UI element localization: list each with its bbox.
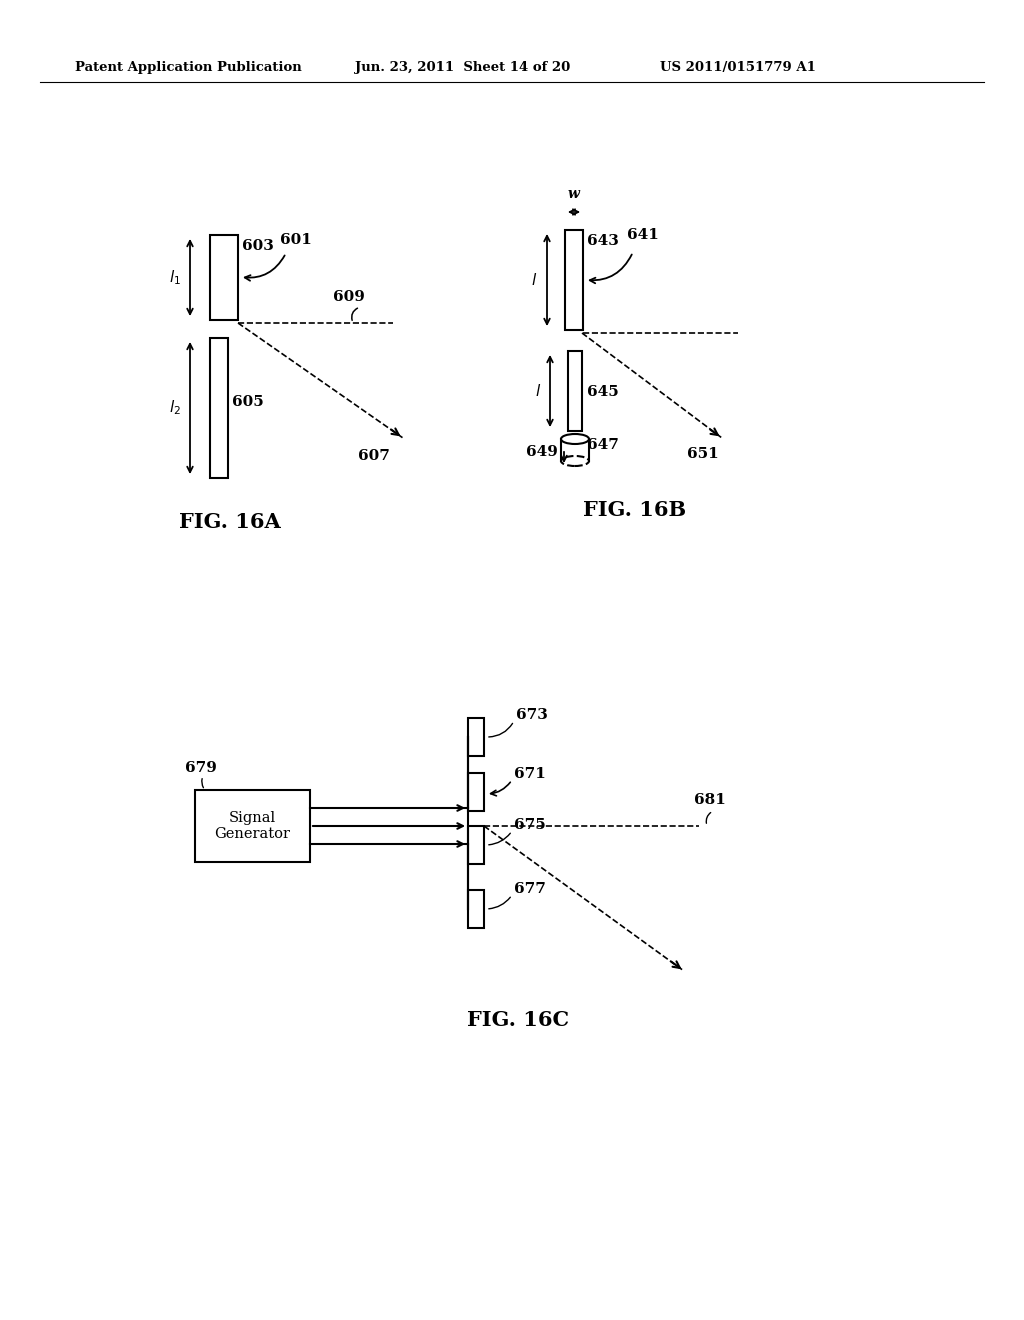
Text: 651: 651 xyxy=(687,447,719,461)
Bar xyxy=(568,351,582,432)
Text: 605: 605 xyxy=(232,395,264,409)
Text: 645: 645 xyxy=(587,385,618,399)
Text: Signal
Generator: Signal Generator xyxy=(214,810,291,841)
Bar xyxy=(561,440,589,461)
Bar xyxy=(468,774,484,810)
Text: 647: 647 xyxy=(587,438,618,451)
Text: Jun. 23, 2011  Sheet 14 of 20: Jun. 23, 2011 Sheet 14 of 20 xyxy=(355,62,570,74)
Text: FIG. 16A: FIG. 16A xyxy=(179,512,281,532)
Text: $l$: $l$ xyxy=(530,272,537,288)
Ellipse shape xyxy=(561,455,589,466)
Ellipse shape xyxy=(561,434,589,444)
Text: US 2011/0151779 A1: US 2011/0151779 A1 xyxy=(660,62,816,74)
Text: $l$: $l$ xyxy=(535,383,541,399)
Text: 681: 681 xyxy=(694,793,726,807)
Text: FIG. 16B: FIG. 16B xyxy=(584,500,686,520)
Text: 601: 601 xyxy=(280,234,312,247)
Text: Patent Application Publication: Patent Application Publication xyxy=(75,62,302,74)
Bar xyxy=(210,338,228,478)
Bar xyxy=(468,890,484,928)
Text: 643: 643 xyxy=(587,234,618,248)
Text: 677: 677 xyxy=(514,882,546,896)
Bar xyxy=(468,826,484,865)
Bar xyxy=(210,235,238,319)
Text: w: w xyxy=(568,187,580,201)
Text: 609: 609 xyxy=(333,290,365,304)
Bar xyxy=(195,789,310,862)
Text: 607: 607 xyxy=(358,449,390,463)
Text: $l_1$: $l_1$ xyxy=(169,268,181,286)
Text: 649: 649 xyxy=(526,445,558,459)
Text: 673: 673 xyxy=(516,708,548,722)
Text: 641: 641 xyxy=(627,228,658,242)
Bar xyxy=(468,718,484,756)
Text: 671: 671 xyxy=(514,767,546,781)
Bar xyxy=(565,230,583,330)
Text: 675: 675 xyxy=(514,818,546,832)
Text: $l_2$: $l_2$ xyxy=(169,399,181,417)
Text: 603: 603 xyxy=(242,239,273,253)
Text: FIG. 16C: FIG. 16C xyxy=(467,1010,569,1030)
Text: 679: 679 xyxy=(185,762,217,775)
